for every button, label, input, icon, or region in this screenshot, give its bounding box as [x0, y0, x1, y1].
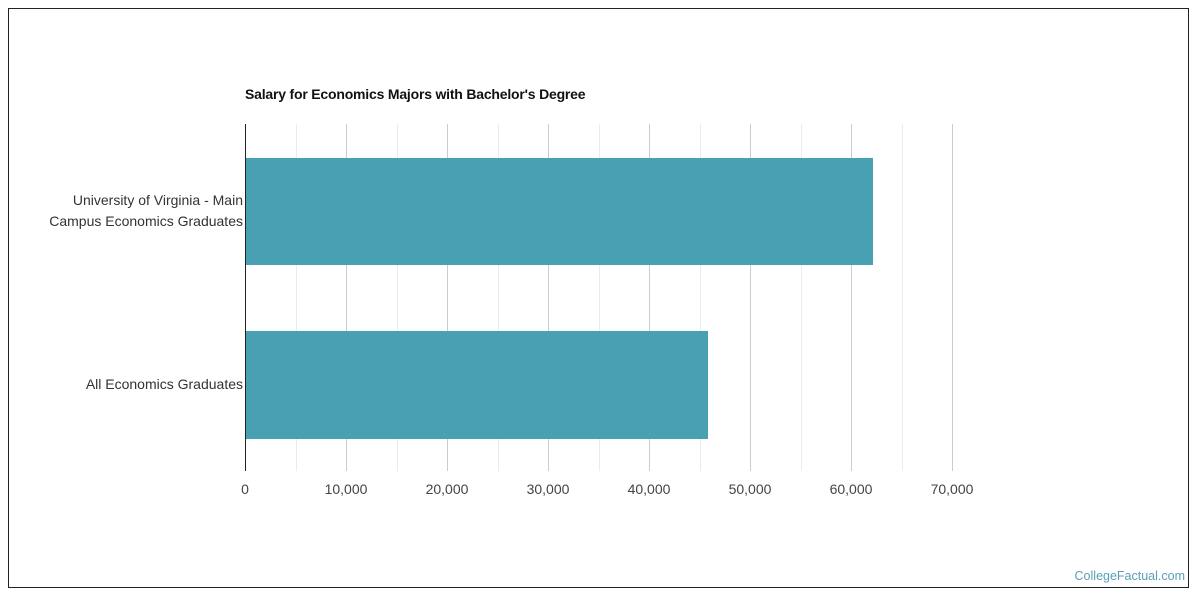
x-tick-label: 20,000 [425, 481, 469, 497]
gridline [851, 124, 852, 471]
source-credit-link[interactable]: CollegeFactual.com [1074, 569, 1185, 583]
x-tick-label: 50,000 [728, 481, 772, 497]
gridline [901, 124, 903, 471]
x-tick-label: 70,000 [930, 481, 974, 497]
gridline [750, 124, 751, 471]
gridline [548, 124, 549, 471]
x-tick-label: 0 [241, 481, 249, 497]
y-axis-line [245, 124, 246, 471]
gridline [952, 124, 953, 471]
gridline [497, 124, 499, 471]
bar[interactable] [245, 331, 708, 439]
x-tick-label: 60,000 [829, 481, 873, 497]
x-tick-label: 30,000 [526, 481, 570, 497]
gridline [447, 124, 448, 471]
gridline [396, 124, 398, 471]
bar[interactable] [245, 157, 874, 266]
gridline [800, 124, 802, 471]
plot-area [245, 124, 953, 471]
x-tick-label: 40,000 [627, 481, 671, 497]
x-tick-label: 10,000 [324, 481, 368, 497]
gridline [598, 124, 600, 471]
gridline [346, 124, 347, 471]
gridline [649, 124, 650, 471]
category-label: All Economics Graduates [85, 375, 243, 392]
chart-title: Salary for Economics Majors with Bachelo… [245, 86, 586, 102]
category-label: University of Virginia - Main Campus Econ… [49, 191, 243, 229]
gridline [699, 124, 701, 471]
gridline [295, 124, 297, 471]
